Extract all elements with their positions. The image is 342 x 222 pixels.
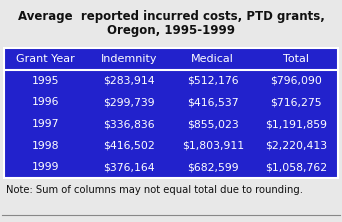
- Text: $336,836: $336,836: [103, 119, 155, 129]
- Text: 1998: 1998: [32, 141, 60, 151]
- Text: 1996: 1996: [32, 97, 60, 107]
- Text: $416,502: $416,502: [103, 141, 155, 151]
- Text: Oregon, 1995-1999: Oregon, 1995-1999: [107, 24, 235, 37]
- Text: $716,275: $716,275: [271, 97, 322, 107]
- Text: Indemnity: Indemnity: [101, 54, 158, 64]
- Text: $1,191,859: $1,191,859: [265, 119, 327, 129]
- Text: 1999: 1999: [32, 162, 60, 172]
- Text: $283,914: $283,914: [103, 76, 155, 86]
- Text: $1,803,911: $1,803,911: [182, 141, 244, 151]
- Text: $512,176: $512,176: [187, 76, 239, 86]
- Text: $682,599: $682,599: [187, 162, 239, 172]
- Text: 1995: 1995: [32, 76, 60, 86]
- Text: $376,164: $376,164: [103, 162, 155, 172]
- Text: Note: Sum of columns may not equal total due to rounding.: Note: Sum of columns may not equal total…: [6, 185, 303, 195]
- Bar: [4, 48, 338, 178]
- Text: 1997: 1997: [32, 119, 60, 129]
- Text: Total: Total: [283, 54, 309, 64]
- Text: $416,537: $416,537: [187, 97, 239, 107]
- Text: $796,090: $796,090: [270, 76, 322, 86]
- Text: $2,220,413: $2,220,413: [265, 141, 327, 151]
- Text: $1,058,762: $1,058,762: [265, 162, 327, 172]
- Text: Medical: Medical: [191, 54, 234, 64]
- Text: $855,023: $855,023: [187, 119, 239, 129]
- Text: $299,739: $299,739: [103, 97, 155, 107]
- Text: Grant Year: Grant Year: [16, 54, 75, 64]
- Text: Average  reported incurred costs, PTD grants,: Average reported incurred costs, PTD gra…: [17, 10, 325, 23]
